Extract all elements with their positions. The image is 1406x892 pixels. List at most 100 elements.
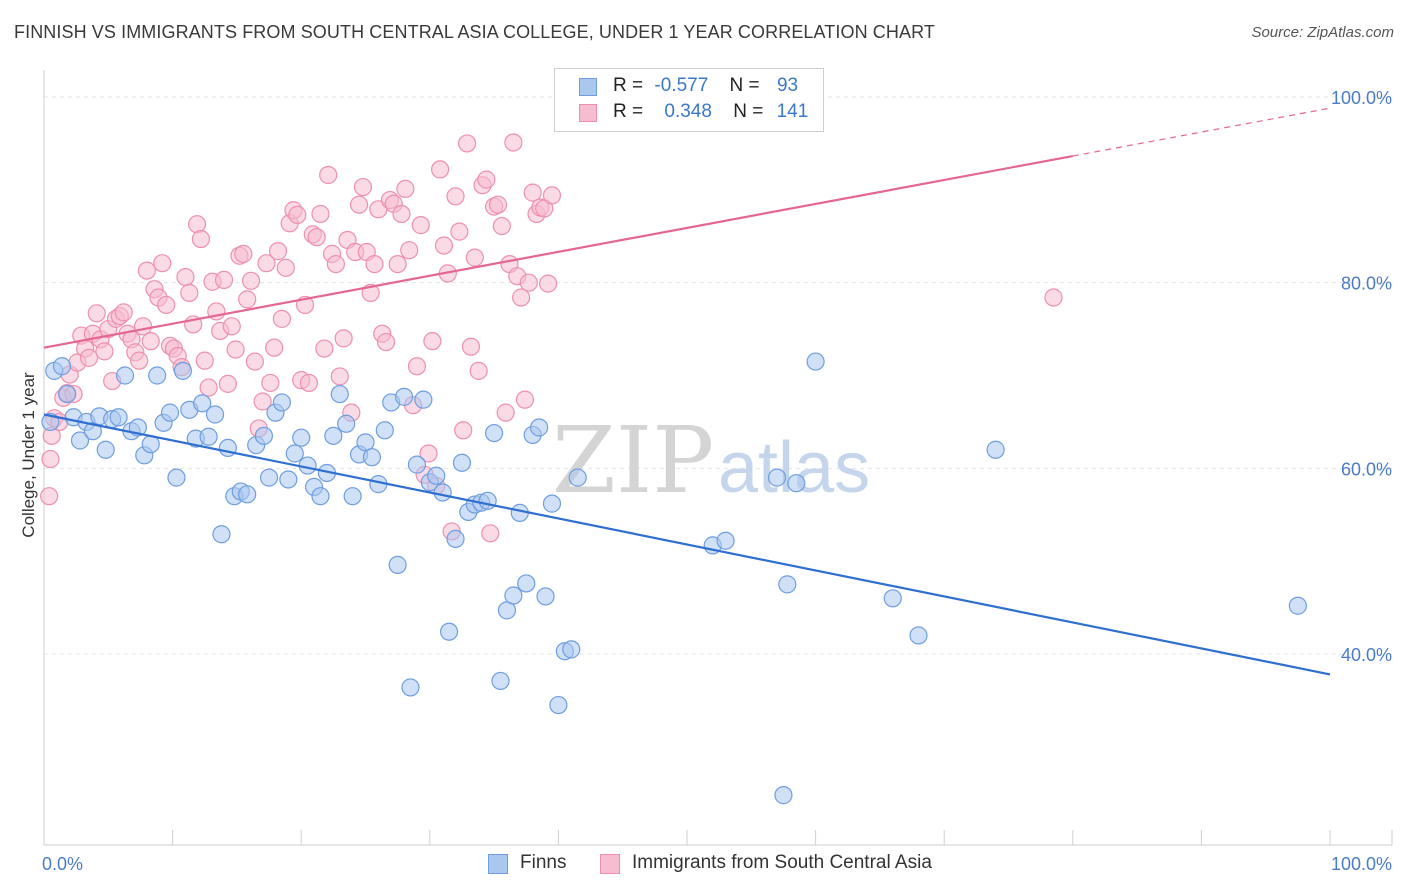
series-immigrants-points — [40, 133, 1063, 543]
immigrants-point — [218, 374, 237, 393]
y-tick-label: 100.0% — [1331, 88, 1392, 108]
immigrants-point — [407, 357, 427, 376]
immigrants-point — [180, 283, 199, 302]
immigrants-legend-label: Immigrants from South Central Asia — [632, 852, 932, 873]
immigrants-point — [191, 229, 210, 249]
finns-point — [568, 468, 587, 487]
immigrants-point — [349, 195, 369, 214]
finns-point — [115, 366, 135, 385]
finns-legend-label: Finns — [520, 852, 567, 873]
immigrants-point — [461, 337, 481, 356]
immigrants-point — [457, 134, 477, 153]
legend-r-label: R = — [613, 75, 644, 96]
finns-point — [517, 574, 536, 593]
finns-point — [388, 555, 407, 574]
finns-point — [394, 387, 414, 406]
immigrants-point — [504, 133, 523, 152]
finns-point — [375, 421, 394, 440]
chart-title: FINNISH VS IMMIGRANTS FROM SOUTH CENTRAL… — [14, 22, 935, 42]
immigrants-point — [319, 165, 338, 185]
finns-point — [401, 678, 420, 697]
immigrants-point — [130, 351, 149, 370]
immigrants-n-value: 141 — [776, 101, 809, 122]
immigrants-point — [299, 373, 319, 393]
finns-point — [427, 466, 446, 485]
immigrants-point — [288, 205, 307, 224]
immigrants-point — [153, 254, 172, 273]
finns-point — [536, 587, 555, 606]
finns-point — [52, 357, 72, 376]
immigrants-point — [187, 215, 207, 234]
finns-point — [238, 485, 257, 504]
immigrants-point — [388, 255, 407, 274]
immigrants-point — [519, 273, 538, 292]
immigrants-legend-swatch — [600, 854, 620, 874]
immigrants-point — [392, 204, 411, 224]
finns-point — [986, 440, 1005, 459]
legend-r-label: R = — [613, 101, 644, 122]
finns-point — [193, 394, 212, 413]
finns-point — [199, 427, 218, 446]
immigrants-point — [477, 170, 496, 189]
finns-point — [767, 468, 787, 487]
immigrants-point — [137, 261, 156, 280]
immigrants-point — [87, 304, 106, 323]
finns-point — [407, 455, 427, 474]
immigrants-point — [245, 352, 265, 371]
finns-point — [272, 393, 292, 412]
immigrants-swatch — [579, 104, 597, 122]
immigrants-point — [222, 317, 241, 336]
finns-point — [433, 483, 452, 502]
immigrants-point — [253, 392, 272, 411]
watermark-zip: ZIP — [552, 407, 714, 514]
finns-point — [883, 589, 902, 608]
finns-point — [148, 366, 167, 385]
immigrants-point — [261, 373, 280, 393]
finns-point — [716, 531, 735, 550]
immigrants-point — [446, 187, 465, 206]
immigrants-point — [334, 329, 353, 348]
gridlines — [44, 96, 1392, 655]
source-credit[interactable]: Source: ZipAtlas.com — [1251, 24, 1394, 41]
immigrants-point — [419, 444, 438, 463]
finns-point — [343, 487, 362, 506]
finns-point — [109, 408, 128, 427]
immigrants-point — [241, 271, 261, 290]
tick-labels: 40.0% 60.0% 80.0% 100.0% 0.0% 100.0% — [42, 88, 1392, 874]
finns-point — [414, 390, 433, 409]
finns-point — [160, 403, 180, 422]
finns-point — [485, 423, 504, 443]
finns-point — [787, 474, 806, 493]
immigrants-point — [539, 274, 558, 293]
y-tick-label: 60.0% — [1341, 459, 1392, 479]
immigrants-point — [315, 339, 334, 358]
immigrants-point — [496, 403, 515, 422]
finns-point — [504, 586, 523, 605]
immigrants-point — [523, 183, 542, 202]
immigrants-point — [268, 242, 288, 261]
immigrants-trend-line — [43, 154, 1074, 349]
y-tick-label: 40.0% — [1341, 645, 1392, 665]
immigrants-point — [488, 195, 508, 214]
immigrants-point — [353, 177, 373, 197]
immigrants-point — [276, 258, 295, 277]
immigrants-point — [40, 487, 59, 506]
immigrants-point — [141, 332, 160, 351]
immigrants-point — [430, 160, 450, 179]
immigrants-point — [265, 338, 284, 357]
immigrants-point — [512, 288, 531, 307]
immigrants-point — [114, 303, 133, 322]
watermark-atlas: atlas — [718, 428, 870, 508]
immigrants-trend-extension — [1072, 107, 1331, 157]
immigrants-point — [41, 449, 60, 469]
finns-point — [173, 361, 192, 380]
immigrants-point — [481, 524, 500, 543]
finns-point — [562, 640, 581, 659]
y-axis-title: College, Under 1 year — [19, 372, 38, 538]
finns-point — [70, 431, 90, 450]
immigrants-point — [492, 216, 511, 236]
immigrants-point — [542, 186, 562, 205]
legend-n-label: N = — [733, 101, 764, 122]
finns-point — [324, 426, 343, 445]
